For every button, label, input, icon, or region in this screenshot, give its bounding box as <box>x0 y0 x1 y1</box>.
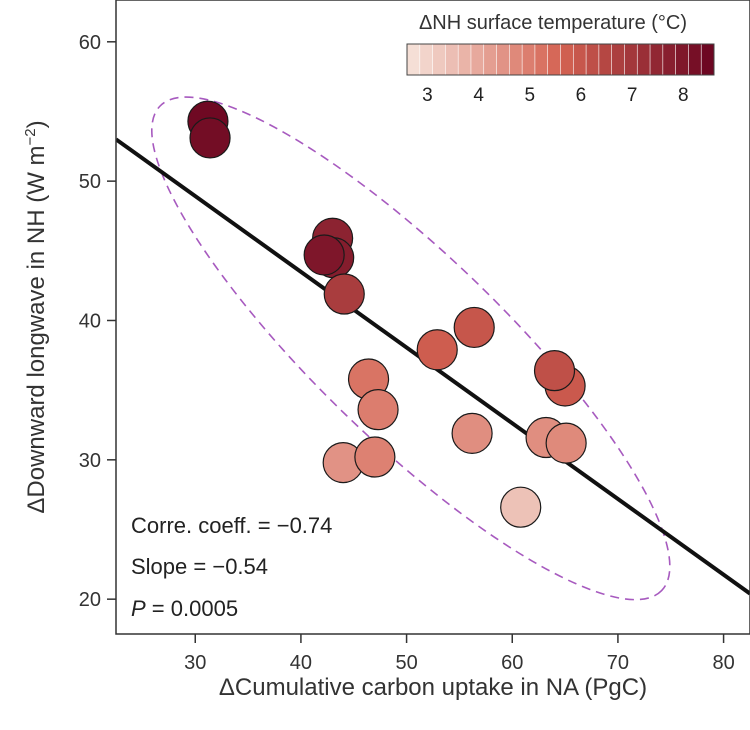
data-point <box>453 306 495 349</box>
x-axis-title: ΔCumulative carbon uptake in NA (PgC) <box>219 674 647 701</box>
colorbar-segment <box>572 43 587 76</box>
colorbar-segment <box>419 43 434 76</box>
colorbar-segment <box>432 43 446 76</box>
colorbar-segment <box>483 43 498 76</box>
colorbar-tick-label: 7 <box>627 85 638 106</box>
x-tick-label: 80 <box>712 652 734 674</box>
colorbar-segment <box>700 43 715 76</box>
colorbar-segment <box>675 43 690 76</box>
colorbar-tick-label: 6 <box>576 85 587 106</box>
data-point <box>189 117 231 159</box>
x-tick-label: 30 <box>184 652 206 674</box>
colorbar-tick-label: 3 <box>422 85 433 106</box>
data-point <box>354 436 396 478</box>
x-tick-label: 60 <box>501 652 523 674</box>
data-point <box>500 486 542 528</box>
y-tick-label: 30 <box>79 450 101 472</box>
colorbar-tick-label: 4 <box>473 85 484 106</box>
y-tick-label: 60 <box>79 32 101 54</box>
confidence-ellipse <box>150 96 671 601</box>
y-axis-title-exponent: −2 <box>22 128 39 145</box>
plot-frame <box>115 0 750 635</box>
colorbar-frame <box>406 43 715 76</box>
colorbar-segment <box>547 43 562 76</box>
stat-p-label: P <box>131 596 146 621</box>
stat-correlation: Corre. coeff. = −0.74 <box>131 513 332 538</box>
colorbar-segment <box>624 43 638 76</box>
colorbar-segment <box>611 43 626 76</box>
y-tick-label: 20 <box>79 589 101 611</box>
y-axis-title-close: ) <box>23 120 50 128</box>
colorbar-segment <box>662 43 677 76</box>
colorbar-segment <box>560 43 574 76</box>
colorbar-legend: ΔNH surface temperature (°C) 3 4 5 6 7 8 <box>406 12 715 106</box>
data-point <box>303 234 345 276</box>
colorbar-segment <box>649 43 664 76</box>
colorbar-segment <box>457 43 472 76</box>
y-tick-label: 40 <box>79 310 101 332</box>
colorbar-segment <box>598 43 613 76</box>
colorbar-segment <box>445 43 459 76</box>
colorbar-tick-label: 5 <box>525 85 536 106</box>
stat-slope: Slope = −0.54 <box>131 554 268 579</box>
colorbar-segment <box>470 43 485 76</box>
y-axis-title: ΔDownward longwave in NH (W m−2) <box>22 120 50 513</box>
data-point <box>545 422 587 464</box>
colorbar-segment <box>534 43 549 76</box>
x-tick-label: 70 <box>607 652 629 674</box>
x-tick-label: 50 <box>395 652 417 674</box>
colorbar-segment <box>521 43 536 76</box>
data-point <box>416 329 458 371</box>
data-point <box>533 350 576 392</box>
colorbar-segment <box>688 43 702 76</box>
x-tick-label: 40 <box>290 652 312 674</box>
colorbar-title: ΔNH surface temperature (°C) <box>419 12 687 34</box>
data-point <box>323 273 365 315</box>
data-point <box>357 389 399 431</box>
colorbar-segment <box>636 43 651 76</box>
stat-p-value: P = 0.0005 <box>131 596 238 621</box>
data-point <box>451 412 493 454</box>
colorbar-segment <box>585 43 600 76</box>
colorbar-segment <box>406 43 421 76</box>
colorbar-tick-label: 8 <box>678 85 689 106</box>
stat-p-number: = 0.0005 <box>146 596 238 621</box>
y-tick-label: 50 <box>79 171 101 193</box>
colorbar-segment <box>496 43 510 76</box>
y-axis-title-main: ΔDownward longwave in NH (W m <box>23 145 50 513</box>
colorbar-segment <box>509 43 523 76</box>
